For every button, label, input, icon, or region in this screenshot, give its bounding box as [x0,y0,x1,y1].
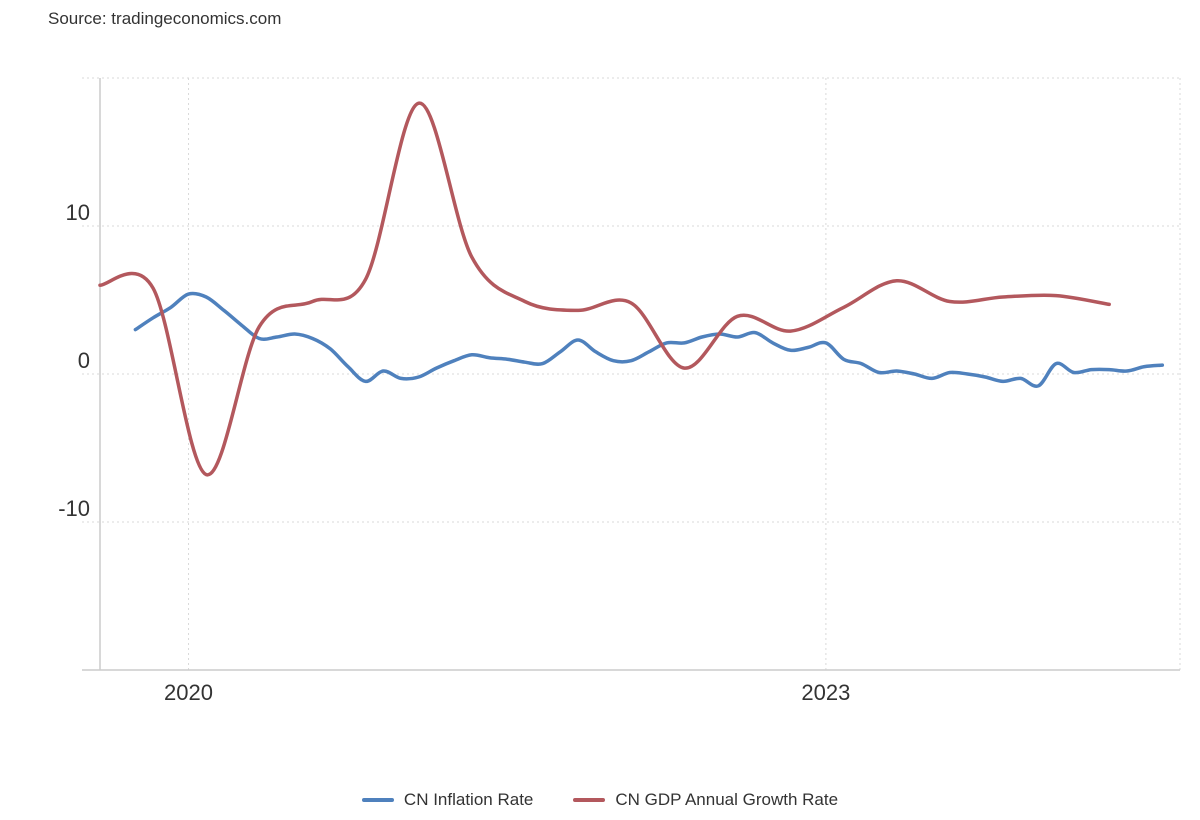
x-tick-label: 2020 [164,680,213,705]
y-tick-label: -10 [58,496,90,521]
legend-item-gdp[interactable]: CN GDP Annual Growth Rate [573,790,838,810]
gdp-series-line[interactable] [98,101,1111,477]
inflation-series-line[interactable] [133,291,1165,388]
legend-swatch-gdp [573,798,606,802]
legend-item-inflation[interactable]: CN Inflation Rate [361,790,534,810]
tick-labels: 10 0 -10 2020 2023 [58,200,850,705]
line-chart: 10 0 -10 2020 2023 [58,77,1181,705]
x-tick-label: 2023 [801,680,850,705]
legend-label-inflation: CN Inflation Rate [403,790,534,809]
legend: CN Inflation Rate CN GDP Annual Growth R… [0,790,1200,810]
legend-label-gdp: CN GDP Annual Growth Rate [615,790,839,809]
grid-lines [82,77,1181,670]
series-lines [98,101,1165,477]
y-tick-label: 10 [66,200,90,225]
legend-swatch-inflation [361,798,394,802]
y-tick-label: 0 [78,348,90,373]
axes [82,78,1180,671]
source-label: Source: tradingeconomics.com [48,9,282,28]
